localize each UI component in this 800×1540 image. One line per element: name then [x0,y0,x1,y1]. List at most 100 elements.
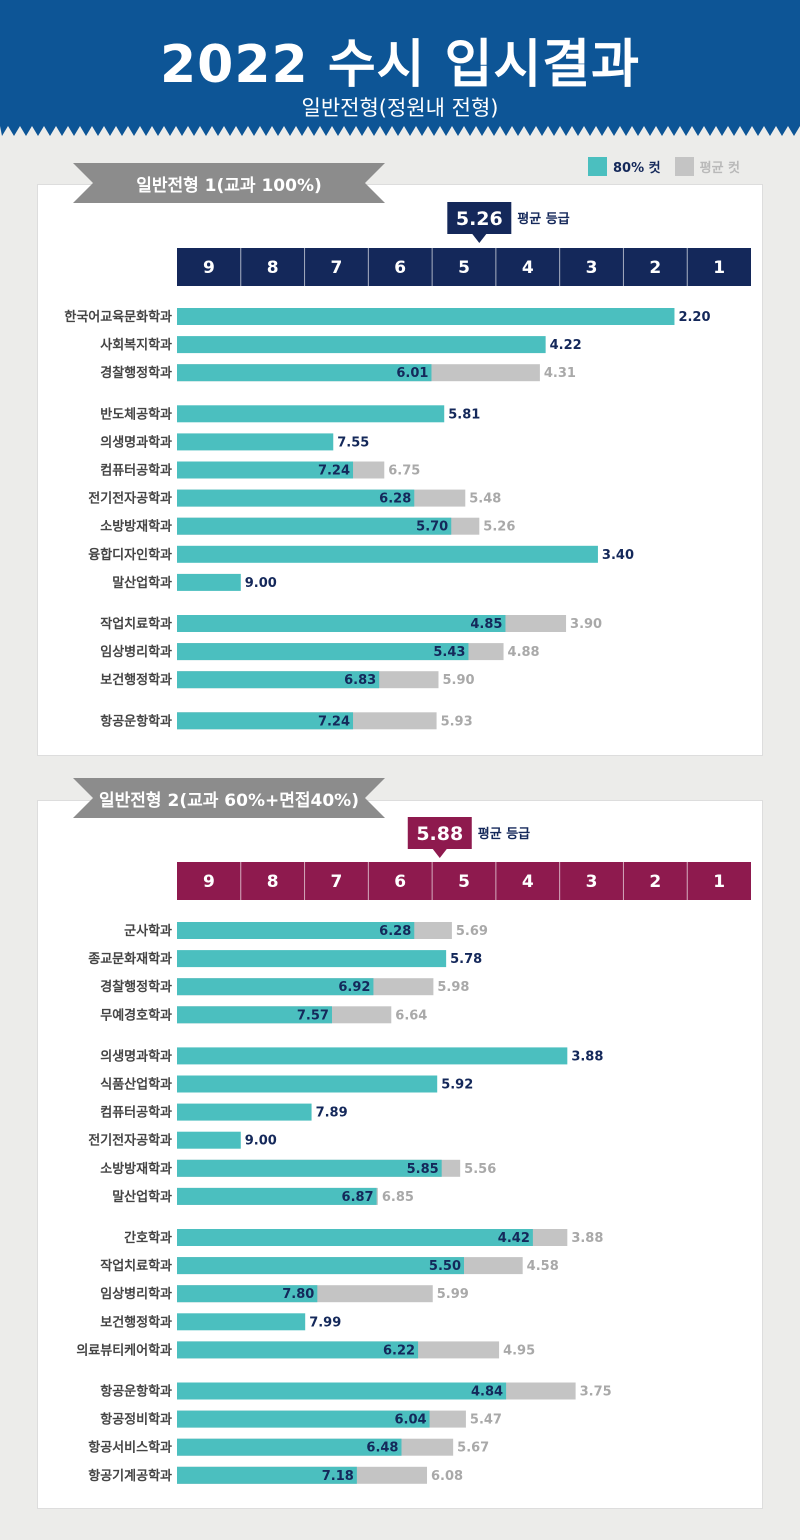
category-label: 소방방재학과 [100,1161,172,1177]
cut80-value-label: 4.84 [471,1385,503,1400]
cut80-bar [177,1438,402,1456]
legend-label-cut80: 80% 컷 [613,161,661,176]
cut80-bar [177,1257,464,1275]
axis-cell [495,862,560,900]
axis-tick-label: 5 [458,872,470,892]
axis-tick-label: 2 [649,872,661,892]
average-grade-value: 5.26 [456,208,503,230]
cut80-bar [177,433,334,451]
axis-tick-label: 4 [522,258,534,278]
avg-value-label: 3.88 [571,1231,603,1246]
average-grade-pointer [472,234,487,243]
category-label: 컴퓨터공학과 [100,1105,172,1121]
average-grade-label: 평균 등급 [478,826,530,842]
cut80-bar [177,1313,306,1331]
cut80-bar [177,643,469,661]
cut80-bar [177,978,374,996]
cut80-value-label: 5.43 [433,645,465,660]
average-grade-label: 평균 등급 [517,211,569,227]
cut80-bar [177,1006,332,1024]
avg-value-label: 6.64 [395,1008,427,1023]
category-label: 반도체공학과 [100,406,172,422]
average-grade-callout [447,202,512,234]
cut80-value-label: 7.24 [318,714,350,729]
category-label: 식품산업학과 [100,1077,172,1093]
category-label: 군사학과 [124,923,172,939]
avg-value-label: 5.47 [470,1413,502,1428]
cut80-bar [177,545,598,563]
axis-tick-label: 8 [267,258,279,278]
cut80-bar [177,1047,568,1065]
page-title: 2022 수시 입시결과 [160,35,640,95]
cut80-bar [177,308,675,325]
cut80-bar [177,950,447,968]
average-grade-value: 5.88 [416,823,463,845]
cut80-value-label: 6.04 [394,1413,426,1428]
avg-value-label: 5.93 [441,714,473,729]
legend-label-avg: 평균 컷 [699,161,741,176]
cut80-bar [177,1075,438,1093]
cut80-value-label: 7.55 [337,435,369,450]
axis-tick-label: 5 [458,258,470,278]
axis-tick-label: 2 [649,258,661,278]
category-label: 말산업학과 [112,1189,172,1205]
cut80-bar [177,1159,442,1177]
category-label: 무예경호학과 [100,1007,172,1023]
cut80-value-label: 5.78 [450,952,482,967]
cut80-value-label: 7.99 [309,1315,341,1330]
avg-value-label: 4.88 [508,645,540,660]
cut80-bar [177,461,354,479]
cut80-bar [177,1285,318,1303]
cut80-value-label: 6.48 [366,1441,398,1456]
category-label: 경찰행정학과 [100,979,172,995]
category-label: 보건행정학과 [100,672,172,688]
cut80-bar [177,671,380,689]
cut80-value-label: 3.88 [571,1049,603,1064]
cut80-bar [177,1382,507,1400]
cut80-bar [177,712,354,730]
cut80-bar [177,1466,357,1484]
cut80-value-label: 6.87 [342,1190,374,1205]
category-label: 항공운항학과 [100,713,172,729]
avg-value-label: 5.26 [483,520,515,535]
section-ribbon-2: 일반전형 2(교과 60%+면접40%) [73,778,385,818]
section-ribbon-1: 일반전형 1(교과 100%) [73,163,385,203]
axis-tick-label: 8 [267,872,279,892]
category-label: 의생명과학과 [100,1048,172,1064]
axis-cell [368,248,433,286]
axis-cell [623,248,688,286]
cut80-bar [177,1410,430,1428]
header-zigzag-shape [0,0,800,136]
cut80-bar [177,1229,533,1246]
category-label: 간호학과 [124,1230,172,1246]
axis-cell [687,862,751,900]
page-subtitle: 일반전형(정원내 전형) [301,96,499,120]
category-label: 임상병리학과 [100,1286,172,1302]
avg-value-label: 6.85 [382,1190,414,1205]
axis-cell [623,862,688,900]
category-label: 항공기계공학과 [88,1468,172,1484]
axis-tick-label: 6 [394,872,406,892]
axis-tick-label: 9 [203,258,215,278]
axis-tick-label: 3 [586,872,598,892]
cut80-value-label: 7.80 [282,1287,314,1302]
axis-cell [240,248,305,286]
avg-value-label: 5.48 [469,492,501,507]
section-title-1: 일반전형 1(교과 100%) [136,175,322,196]
cut80-value-label: 5.50 [429,1259,461,1274]
avg-value-label: 6.75 [388,464,420,479]
cut80-value-label: 4.22 [550,338,582,353]
cut80-bar [177,922,415,939]
category-label: 작업치료학과 [100,616,172,632]
cut80-bar [177,489,415,507]
avg-value-label: 4.95 [503,1343,535,1358]
axis-cell [240,862,305,900]
cut80-value-label: 6.28 [379,924,411,939]
header-background [0,0,800,136]
axis-cell [368,862,433,900]
axis-tick-label: 1 [713,872,725,892]
cut80-bar [177,517,452,535]
avg-value-label: 5.67 [457,1441,489,1456]
avg-value-label: 3.75 [580,1385,612,1400]
